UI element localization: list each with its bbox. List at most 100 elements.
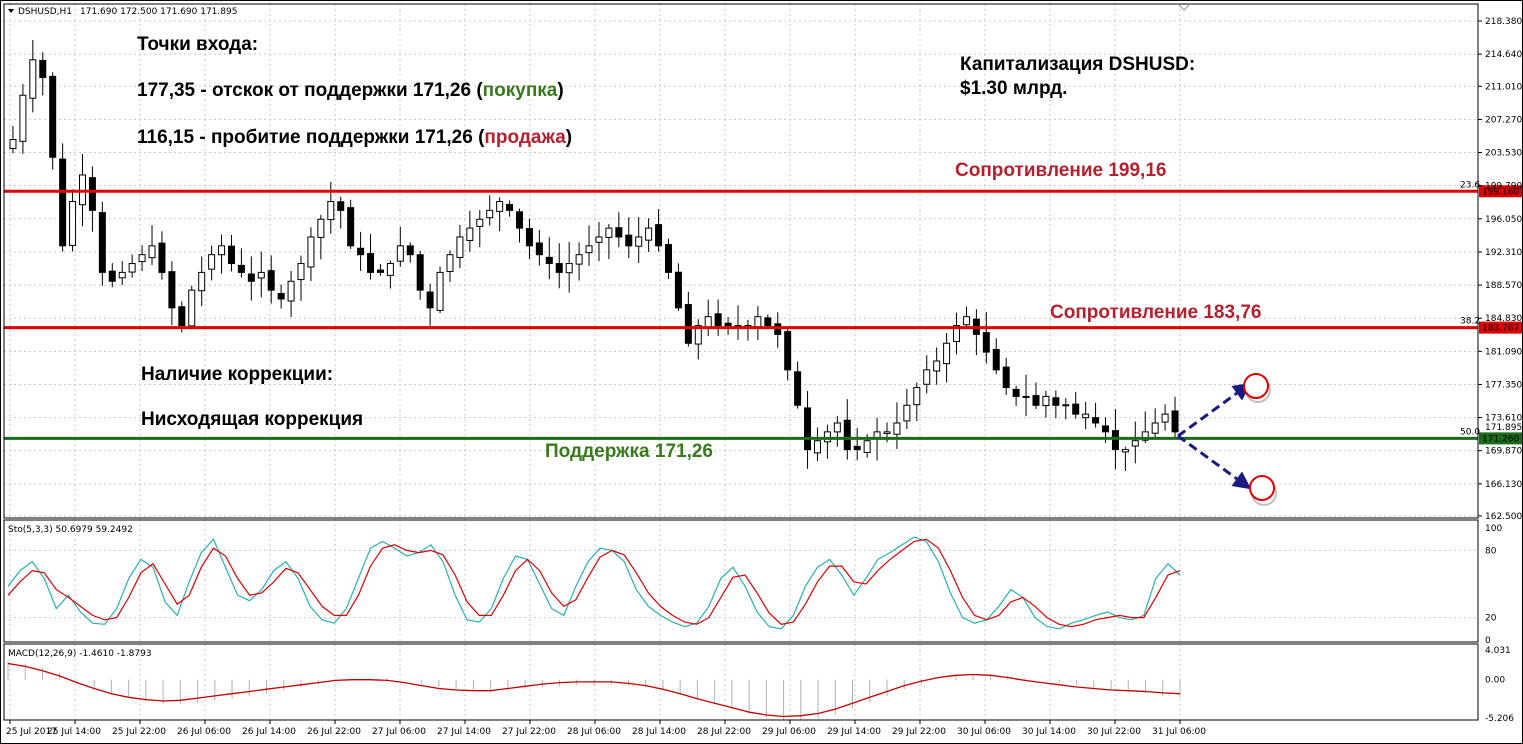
macd-panel: 4.031 0.00 -5.206 <box>7 646 1514 724</box>
macd-title: MACD(12,26,9) -1.4610 -1.8793 <box>8 649 152 659</box>
candle <box>287 270 295 318</box>
candle <box>1062 397 1070 420</box>
level-price-label: 183.767 <box>1482 324 1519 334</box>
candle <box>108 263 116 288</box>
x-tick-label: 31 Jul 06:00 <box>1152 727 1206 737</box>
current-price-tag: 171.895 <box>1485 423 1522 433</box>
candle <box>128 254 136 278</box>
candle <box>267 255 275 304</box>
y-tick-label: 207.270 <box>1485 115 1522 125</box>
stoch-y-label: 100 <box>1485 524 1502 534</box>
candle <box>813 427 821 461</box>
x-tick-label: 25 Jul 2017 <box>6 727 57 737</box>
candle <box>357 231 365 271</box>
x-tick-label: 28 Jul 06:00 <box>567 727 621 737</box>
y-tick-label: 203.530 <box>1485 149 1522 159</box>
level-price-label: 199.160 <box>1482 187 1519 197</box>
candle <box>1032 382 1040 409</box>
candle <box>327 181 335 234</box>
stoch-y-label: 20 <box>1485 614 1497 624</box>
fib-label: 23.6 <box>1460 180 1480 190</box>
candle <box>198 256 206 307</box>
candle <box>953 312 961 355</box>
candle <box>396 226 404 267</box>
y-tick-label: 184.830 <box>1485 314 1522 324</box>
x-tick-label: 28 Jul 22:00 <box>697 727 751 737</box>
y-tick-label: 214.640 <box>1485 50 1522 60</box>
macd-y-label: 0.00 <box>1485 676 1505 686</box>
candle <box>645 218 653 252</box>
resistance-1-label: Сопротивление 199,16 <box>955 160 1167 181</box>
candle <box>754 306 762 340</box>
entry-2-sell: продажа <box>484 127 566 148</box>
ohlc-label: 171.690 172.500 171.690 171.895 <box>80 7 237 17</box>
candle <box>843 399 851 460</box>
macd-y-label: 4.031 <box>1485 646 1511 656</box>
y-tick-label: 218.380 <box>1485 17 1522 27</box>
entry-1-close: ) <box>557 80 564 101</box>
stoch-main-line <box>7 536 1181 630</box>
candle <box>804 391 812 469</box>
candle <box>784 326 792 381</box>
candle <box>1042 390 1050 418</box>
x-tick-label: 27 Jul 14:00 <box>437 727 491 737</box>
candle <box>962 306 970 330</box>
entry-title: Точки входа: <box>137 34 259 55</box>
collapse-icon[interactable] <box>8 9 14 13</box>
fib-label: 38.2 <box>1460 317 1480 327</box>
x-tick-label: 26 Jul 22:00 <box>307 727 361 737</box>
candle <box>744 319 752 341</box>
candle <box>1012 385 1020 406</box>
candle <box>992 338 1000 375</box>
candle <box>227 234 235 272</box>
candle <box>1151 408 1159 438</box>
y-tick-label: 173.610 <box>1485 414 1522 424</box>
stoch-y-label: 80 <box>1485 546 1497 556</box>
candle <box>545 237 553 280</box>
y-tick-label: 166.130 <box>1485 480 1522 490</box>
candle <box>257 251 265 298</box>
candle <box>794 361 802 409</box>
candle <box>674 263 682 311</box>
resistance-2-label: Сопротивление 183,76 <box>1050 302 1262 323</box>
candle <box>247 256 255 301</box>
candle <box>188 285 196 330</box>
stochastic-panel: 100 80 20 0 <box>4 524 1502 646</box>
candle <box>903 388 911 429</box>
entry-1-text: 177,35 - отскок от поддержки 171,26 ( <box>137 80 483 101</box>
candle <box>426 283 434 326</box>
candle <box>9 125 17 154</box>
candle <box>913 382 921 422</box>
fib-label: 50.0 <box>1460 427 1480 437</box>
candle <box>19 83 27 154</box>
candle <box>615 212 623 248</box>
candle <box>496 197 504 232</box>
entry-1-buy: покупка <box>482 80 558 101</box>
candle <box>933 347 941 385</box>
level-price-label: 171.260 <box>1482 434 1519 444</box>
candle <box>29 40 37 113</box>
grid <box>4 4 1478 720</box>
candle <box>734 305 742 340</box>
candle <box>833 415 841 447</box>
cap-value: $1.30 млрд. <box>960 78 1068 99</box>
candle <box>1092 402 1100 428</box>
candle <box>88 166 96 232</box>
y-tick-label: 169.870 <box>1485 447 1522 457</box>
x-tick-label: 26 Jul 14:00 <box>242 727 296 737</box>
candle <box>774 312 782 348</box>
candle <box>436 266 444 314</box>
candle <box>148 225 156 265</box>
candle <box>39 52 47 96</box>
candle <box>605 223 613 260</box>
support-label: Поддержка 171,26 <box>545 441 713 462</box>
macd-y-label: -5.206 <box>1485 714 1514 724</box>
correction-value: Нисходящая коррекция <box>141 409 364 430</box>
scroll-marker-icon[interactable] <box>1177 3 1191 11</box>
candle <box>446 250 454 283</box>
candle <box>972 309 980 356</box>
candle <box>684 291 692 347</box>
